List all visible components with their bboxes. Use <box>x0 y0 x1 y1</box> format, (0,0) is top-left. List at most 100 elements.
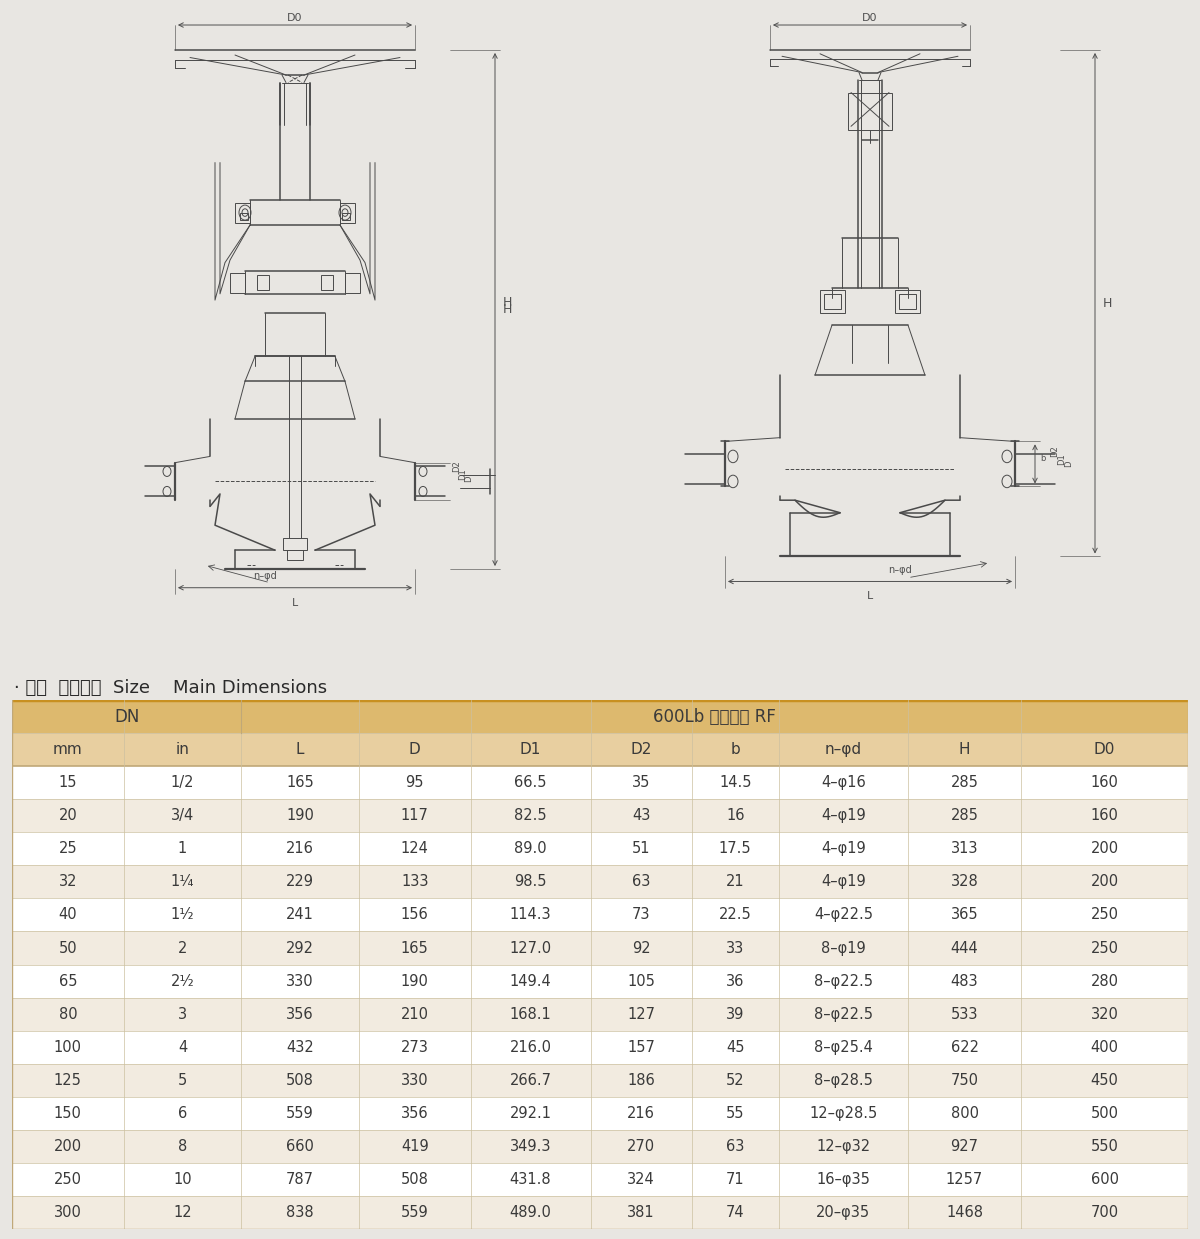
Text: 216: 216 <box>286 841 314 856</box>
Text: 273: 273 <box>401 1040 428 1054</box>
Text: 156: 156 <box>401 907 428 923</box>
Bar <box>287 550 302 560</box>
Text: 927: 927 <box>950 1139 978 1154</box>
Text: 250: 250 <box>54 1172 82 1187</box>
Text: H: H <box>1103 296 1112 310</box>
Text: 250: 250 <box>1091 940 1118 955</box>
Text: 190: 190 <box>401 974 428 989</box>
Text: n–φd: n–φd <box>824 742 862 757</box>
Text: 1468: 1468 <box>946 1206 983 1220</box>
Text: 16–φ35: 16–φ35 <box>816 1172 870 1187</box>
Text: 168.1: 168.1 <box>510 1006 552 1022</box>
Text: H: H <box>503 296 511 310</box>
Text: 80: 80 <box>59 1006 77 1022</box>
Text: 20–φ35: 20–φ35 <box>816 1206 870 1220</box>
Text: mm: mm <box>53 742 83 757</box>
Bar <box>12 766 1188 799</box>
Text: 200: 200 <box>54 1139 82 1154</box>
Text: 165: 165 <box>287 776 314 790</box>
Text: D: D <box>464 476 473 482</box>
Text: 216: 216 <box>628 1106 655 1121</box>
Text: 533: 533 <box>950 1006 978 1022</box>
Text: 157: 157 <box>628 1040 655 1054</box>
Text: 600Lb 凸面法兰 RF: 600Lb 凸面法兰 RF <box>653 707 776 726</box>
Text: 356: 356 <box>401 1106 428 1121</box>
Text: 89.0: 89.0 <box>515 841 547 856</box>
Text: 400: 400 <box>1091 1040 1118 1054</box>
Text: n–φd: n–φd <box>888 565 912 575</box>
Text: 186: 186 <box>628 1073 655 1088</box>
Text: 700: 700 <box>1091 1206 1118 1220</box>
Bar <box>12 1064 1188 1097</box>
Text: 52: 52 <box>726 1073 744 1088</box>
Text: 55: 55 <box>726 1106 744 1121</box>
Text: 381: 381 <box>628 1206 655 1220</box>
Text: 500: 500 <box>1091 1106 1118 1121</box>
Bar <box>342 213 350 221</box>
Text: H: H <box>503 304 512 316</box>
Text: 3/4: 3/4 <box>170 808 194 823</box>
Text: 622: 622 <box>950 1040 978 1054</box>
Text: 125: 125 <box>54 1073 82 1088</box>
Text: D1: D1 <box>520 742 541 757</box>
Text: 14.5: 14.5 <box>719 776 751 790</box>
Text: D0: D0 <box>1094 742 1115 757</box>
Text: 82.5: 82.5 <box>515 808 547 823</box>
Text: 63: 63 <box>632 875 650 890</box>
Text: 216.0: 216.0 <box>510 1040 552 1054</box>
Text: 8–φ28.5: 8–φ28.5 <box>814 1073 872 1088</box>
Text: 444: 444 <box>950 940 978 955</box>
Text: 40: 40 <box>59 907 77 923</box>
Text: 33: 33 <box>726 940 744 955</box>
Text: 559: 559 <box>287 1106 314 1121</box>
Text: 250: 250 <box>1091 907 1118 923</box>
Text: 73: 73 <box>632 907 650 923</box>
Bar <box>12 733 1188 766</box>
Text: 559: 559 <box>401 1206 428 1220</box>
Bar <box>899 294 916 309</box>
Text: 12–φ28.5: 12–φ28.5 <box>809 1106 877 1121</box>
Text: D1: D1 <box>458 468 467 479</box>
Text: 838: 838 <box>287 1206 314 1220</box>
Text: 12–φ32: 12–φ32 <box>816 1139 870 1154</box>
Text: 270: 270 <box>628 1139 655 1154</box>
Text: 8–φ19: 8–φ19 <box>821 940 866 955</box>
Text: 200: 200 <box>1091 875 1118 890</box>
Text: D1: D1 <box>1057 453 1066 465</box>
Text: 43: 43 <box>632 808 650 823</box>
Text: 127: 127 <box>628 1006 655 1022</box>
Text: 114.3: 114.3 <box>510 907 552 923</box>
Bar <box>12 865 1188 898</box>
Text: 285: 285 <box>950 776 978 790</box>
Text: 200: 200 <box>1091 841 1118 856</box>
Text: 1: 1 <box>178 841 187 856</box>
Text: 292: 292 <box>286 940 314 955</box>
Text: 800: 800 <box>950 1106 978 1121</box>
Text: 330: 330 <box>287 974 314 989</box>
Bar <box>12 1031 1188 1064</box>
Text: L: L <box>866 591 874 601</box>
Text: 160: 160 <box>1091 808 1118 823</box>
Text: 349.3: 349.3 <box>510 1139 551 1154</box>
Bar <box>12 997 1188 1031</box>
Text: 1¹⁄₄: 1¹⁄₄ <box>170 875 194 890</box>
Text: 4–φ16: 4–φ16 <box>821 776 866 790</box>
Text: 117: 117 <box>401 808 428 823</box>
Text: 10: 10 <box>173 1172 192 1187</box>
Text: 124: 124 <box>401 841 428 856</box>
Text: DN: DN <box>114 707 139 726</box>
Bar <box>12 1196 1188 1229</box>
Text: 5: 5 <box>178 1073 187 1088</box>
Text: D0: D0 <box>287 12 302 22</box>
Text: 32: 32 <box>59 875 77 890</box>
Text: 2¹⁄₂: 2¹⁄₂ <box>170 974 194 989</box>
Text: 330: 330 <box>401 1073 428 1088</box>
Bar <box>12 799 1188 833</box>
Text: 20: 20 <box>59 808 77 823</box>
Text: 365: 365 <box>950 907 978 923</box>
Text: H: H <box>959 742 971 757</box>
Text: 15: 15 <box>59 776 77 790</box>
Text: 787: 787 <box>286 1172 314 1187</box>
Text: n–φd: n–φd <box>253 571 277 581</box>
Text: 300: 300 <box>54 1206 82 1220</box>
